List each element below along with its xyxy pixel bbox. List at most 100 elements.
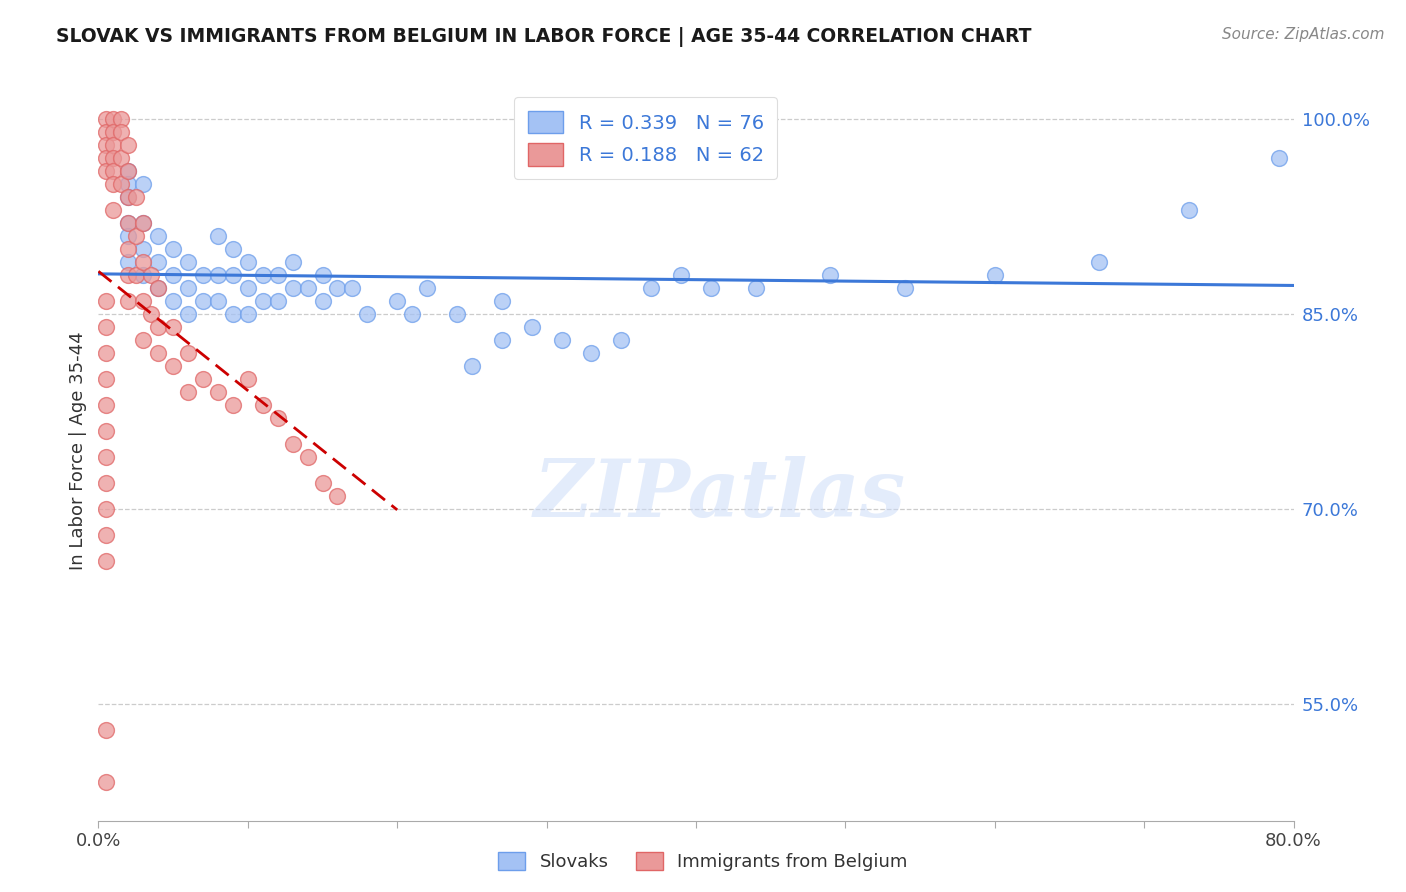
Point [125, 190, 148, 204]
Point [177, 281, 200, 295]
Point [117, 216, 139, 230]
Point [191, 294, 214, 309]
Point [117, 190, 139, 204]
Point [132, 294, 155, 309]
Point [222, 268, 245, 282]
Point [610, 333, 633, 347]
Point [117, 164, 139, 178]
Point [94, 164, 117, 178]
Point [191, 372, 214, 386]
Point [491, 294, 513, 309]
Point [94, 125, 117, 139]
Point [252, 398, 274, 412]
Point [103, 203, 125, 218]
Point [267, 268, 290, 282]
Point [94, 112, 117, 127]
Point [356, 307, 378, 321]
Point [103, 164, 125, 178]
Text: Source: ZipAtlas.com: Source: ZipAtlas.com [1222, 27, 1385, 42]
Point [311, 475, 333, 490]
Point [94, 774, 117, 789]
Point [110, 112, 132, 127]
Point [117, 177, 139, 191]
Point [281, 281, 304, 295]
Point [222, 307, 245, 321]
Point [139, 307, 162, 321]
Point [207, 229, 229, 244]
Point [103, 125, 125, 139]
Point [94, 502, 117, 516]
Point [110, 125, 132, 139]
Point [94, 346, 117, 360]
Point [894, 281, 917, 295]
Point [117, 216, 139, 230]
Point [267, 294, 290, 309]
Point [311, 268, 333, 282]
Point [94, 723, 117, 737]
Point [1178, 203, 1201, 218]
Point [669, 268, 692, 282]
Point [236, 372, 259, 386]
Point [385, 294, 409, 309]
Point [125, 229, 148, 244]
Point [117, 268, 139, 282]
Point [162, 268, 184, 282]
Point [132, 216, 155, 230]
Point [700, 281, 723, 295]
Point [132, 333, 155, 347]
Text: ZIPatlas: ZIPatlas [534, 456, 905, 533]
Legend: R = 0.339   N = 76, R = 0.188   N = 62: R = 0.339 N = 76, R = 0.188 N = 62 [515, 97, 778, 179]
Point [132, 177, 155, 191]
Point [207, 294, 229, 309]
Point [236, 255, 259, 269]
Point [252, 294, 274, 309]
Point [103, 112, 125, 127]
Point [94, 138, 117, 153]
Point [94, 424, 117, 438]
Point [162, 320, 184, 334]
Point [236, 307, 259, 321]
Point [125, 268, 148, 282]
Point [162, 294, 184, 309]
Point [326, 281, 349, 295]
Point [461, 359, 484, 373]
Point [94, 372, 117, 386]
Point [207, 268, 229, 282]
Point [103, 151, 125, 165]
Point [1088, 255, 1111, 269]
Point [984, 268, 1007, 282]
Point [148, 346, 170, 360]
Point [117, 242, 139, 256]
Point [148, 229, 170, 244]
Point [207, 384, 229, 399]
Point [117, 190, 139, 204]
Point [177, 307, 200, 321]
Point [162, 242, 184, 256]
Point [550, 333, 572, 347]
Point [117, 294, 139, 309]
Point [94, 554, 117, 568]
Point [281, 437, 304, 451]
Point [1267, 151, 1289, 165]
Point [162, 359, 184, 373]
Point [236, 281, 259, 295]
Point [132, 255, 155, 269]
Point [132, 216, 155, 230]
Point [311, 294, 333, 309]
Point [222, 398, 245, 412]
Point [117, 164, 139, 178]
Point [94, 151, 117, 165]
Point [103, 138, 125, 153]
Point [581, 346, 603, 360]
Point [117, 138, 139, 153]
Point [148, 255, 170, 269]
Point [191, 268, 214, 282]
Point [820, 268, 842, 282]
Text: SLOVAK VS IMMIGRANTS FROM BELGIUM IN LABOR FORCE | AGE 35-44 CORRELATION CHART: SLOVAK VS IMMIGRANTS FROM BELGIUM IN LAB… [56, 27, 1032, 46]
Point [94, 294, 117, 309]
Point [640, 281, 662, 295]
Point [297, 281, 319, 295]
Point [132, 242, 155, 256]
Point [401, 307, 423, 321]
Point [94, 528, 117, 542]
